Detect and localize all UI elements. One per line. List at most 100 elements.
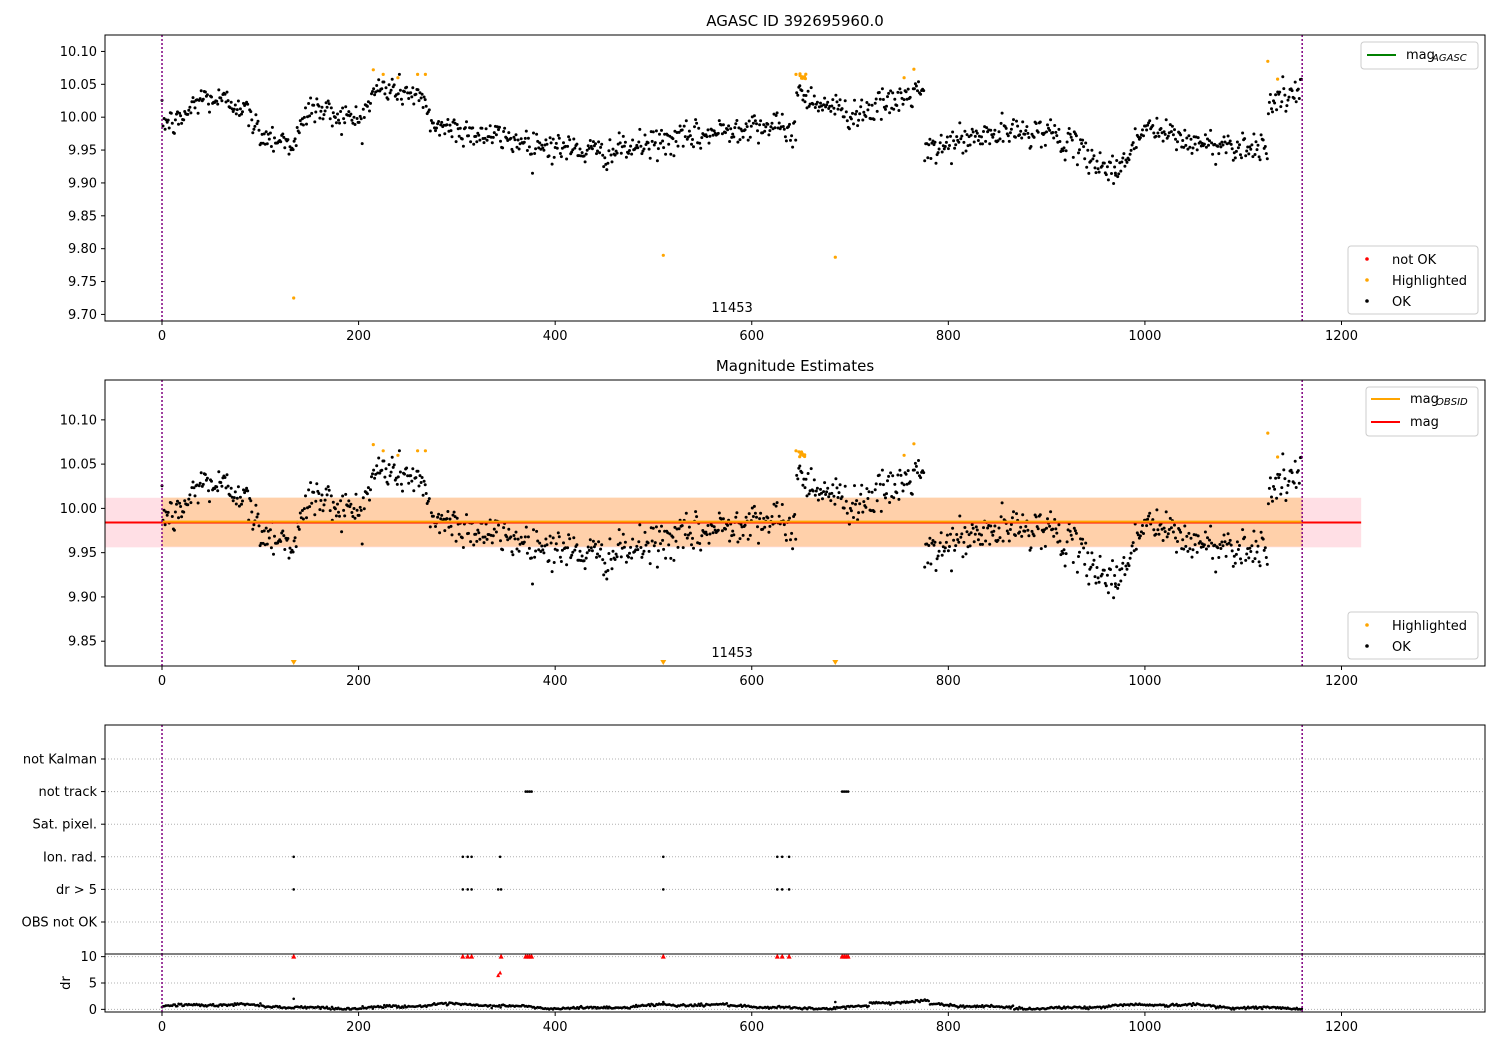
ok-point (416, 469, 420, 473)
ok-point (624, 560, 628, 564)
ok-point (467, 531, 470, 535)
ok-point (724, 131, 727, 135)
ok-point (494, 133, 498, 137)
ok-point (937, 549, 941, 553)
ok-point (854, 502, 857, 506)
ok-point (791, 547, 795, 551)
ok-point (1165, 535, 1169, 539)
ok-point (166, 510, 170, 514)
ok-point (1105, 573, 1109, 577)
ok-point (375, 464, 379, 468)
ok-point (1087, 582, 1091, 586)
ok-point (832, 494, 836, 498)
ok-point (282, 135, 286, 139)
ok-point (838, 98, 842, 102)
ok-point (429, 511, 433, 515)
ok-point (816, 498, 820, 502)
ok-point (667, 142, 671, 146)
ok-point (1229, 142, 1233, 146)
ok-point (283, 548, 287, 551)
ok-point (784, 139, 788, 143)
ok-point (731, 132, 735, 136)
ok-point (510, 550, 514, 554)
ok-point (1054, 527, 1058, 531)
ok-point (685, 536, 689, 540)
ok-point (1058, 140, 1062, 143)
ok-point (683, 135, 687, 139)
ok-point (497, 523, 500, 527)
ok-point (483, 535, 487, 539)
ok-point (241, 499, 244, 503)
ok-point (1155, 508, 1159, 512)
ok-point (937, 147, 941, 151)
dr-point (383, 1003, 386, 1007)
ok-point (339, 110, 343, 113)
ok-point (661, 538, 665, 542)
ok-point (588, 538, 592, 542)
ok-point (499, 139, 502, 143)
flag-point (844, 790, 848, 793)
ok-point (292, 139, 296, 143)
ok-point (716, 528, 720, 532)
ok-point (1090, 551, 1094, 555)
ok-point (1065, 540, 1069, 544)
ok-point (552, 561, 556, 564)
ok-point (516, 138, 520, 142)
ok-point (477, 133, 481, 137)
ok-point (674, 539, 678, 543)
dr-point (361, 1005, 364, 1008)
ok-point (478, 537, 482, 541)
flag-label: OBS not OK (22, 916, 98, 931)
ok-point (767, 133, 771, 137)
ok-point (929, 157, 933, 160)
ok-point (769, 125, 773, 129)
ok-point (511, 553, 515, 557)
highlighted-point (381, 72, 385, 76)
legend-label: mag (1410, 392, 1439, 407)
dr-point (232, 1004, 235, 1007)
ok-point (236, 485, 240, 489)
ok-point (648, 562, 652, 566)
ok-point (1296, 469, 1300, 473)
ok-point (318, 508, 322, 512)
ok-point (735, 119, 739, 122)
ok-point (1175, 148, 1178, 152)
ok-point (881, 98, 885, 101)
ok-point (595, 152, 598, 156)
ok-point (461, 546, 465, 549)
ok-point (615, 555, 619, 559)
ok-point (534, 147, 538, 151)
ok-point (1020, 534, 1024, 538)
ok-point (1219, 547, 1223, 550)
ok-point (805, 494, 809, 498)
dr-clipped-marker (498, 953, 504, 959)
ok-point (852, 122, 855, 126)
ok-point (248, 497, 252, 500)
dr-point (381, 1006, 385, 1009)
ok-point (914, 84, 918, 88)
ok-point (637, 140, 641, 144)
ok-point (582, 154, 586, 158)
ok-point (656, 147, 660, 151)
p2-ytick-label: 9.90 (68, 590, 97, 605)
ok-point (1113, 171, 1117, 175)
ok-point (646, 141, 650, 145)
highlighted-point (804, 72, 808, 76)
ok-point (631, 537, 635, 541)
dr-point (913, 1000, 916, 1004)
dr-point (887, 1001, 891, 1004)
ok-point (965, 133, 969, 137)
ok-point (437, 120, 441, 123)
p1-ytick-label: 9.75 (68, 275, 97, 290)
ok-point (943, 546, 947, 550)
highlighted-point (1266, 59, 1270, 63)
ok-point (1146, 123, 1150, 127)
ok-point (366, 486, 370, 490)
ok-point (653, 141, 657, 145)
ok-point (1222, 135, 1226, 139)
ok-point (1114, 585, 1118, 588)
ok-point (399, 97, 403, 101)
ok-point (1036, 130, 1040, 134)
ok-point (651, 130, 655, 134)
ok-point (888, 501, 892, 504)
